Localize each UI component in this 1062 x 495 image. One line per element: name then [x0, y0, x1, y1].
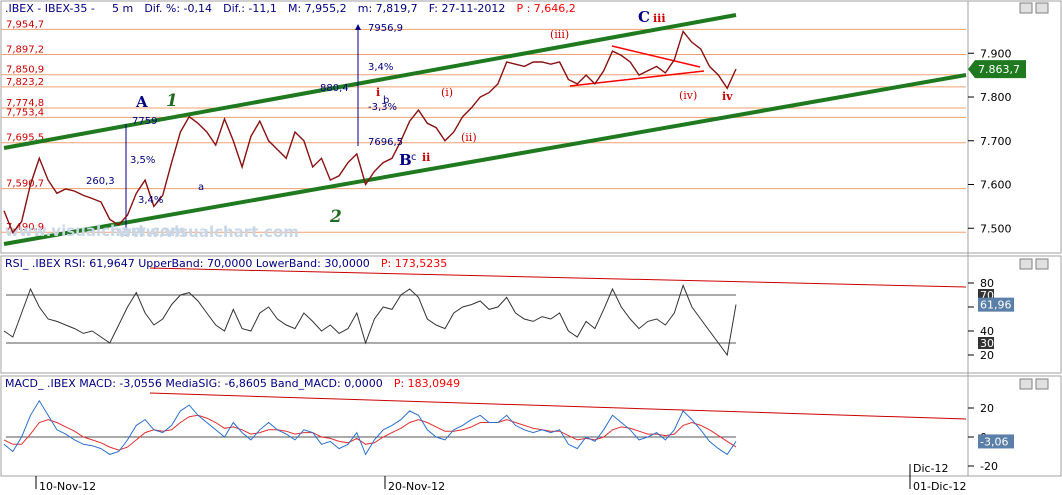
- price-header: .IBEX - IBEX-35 - 5 m Dif. %: -0,14 Dif.…: [5, 0, 576, 16]
- wave-label-C: C: [638, 8, 650, 26]
- measure-arrow-icon: [355, 24, 361, 30]
- macd-y-label: -20: [980, 460, 998, 473]
- svg-text:-3,06: -3,06: [980, 435, 1008, 448]
- rsi-last-tag: 61,96: [978, 297, 1014, 312]
- macd-last-tag: -3,06: [978, 434, 1014, 449]
- price-y-label: 7.600: [980, 179, 1012, 192]
- wave-label-p-i: (i): [441, 86, 453, 99]
- wave-label-2: 2: [329, 207, 342, 227]
- price-series-line: [3, 29, 737, 234]
- rsi-panel-frame: [0, 255, 1062, 374]
- level-label: 7,774,8: [6, 98, 44, 109]
- x-label-1: 10-Nov-12: [39, 480, 96, 493]
- rsi-y-label: 20: [980, 349, 994, 362]
- channel-lower-line: [3, 73, 967, 246]
- wave-label-A: A: [135, 93, 148, 111]
- x-label-3: Dic-12: [913, 462, 949, 475]
- restore-panel-button[interactable]: [1019, 2, 1033, 14]
- macd-close-button[interactable]: [1035, 378, 1049, 390]
- wave-label-p-iv: (iv): [679, 89, 697, 102]
- wave-label-ii: ii: [422, 151, 430, 164]
- wave-label-1: 1: [166, 91, 178, 111]
- triangle-lower-line: [569, 70, 705, 87]
- price-y-axis: 7.900 7.800 7.700 7.600 7.500: [968, 47, 1012, 235]
- x-label-2: 20-Nov-12: [388, 480, 445, 493]
- wave-label-B: B: [399, 151, 412, 169]
- macd-header: MACD_ .IBEX MACD: -3,0556 MediaSIG: -6,8…: [5, 372, 460, 391]
- rsi-lower-tag: 30: [978, 337, 994, 350]
- measure-label-3-4b: 3,4%: [368, 62, 393, 73]
- level-label: 7,897,2: [6, 44, 44, 55]
- level-label: 7,490,9: [6, 222, 44, 233]
- rsi-series-line: [3, 283, 737, 357]
- svg-text:61,96: 61,96: [980, 299, 1012, 312]
- fibonacci-levels: 7,954,7 7,897,2 7,850,97,823,2 7,774,87,753…: [1, 19, 966, 233]
- price-y-label: 7.900: [980, 47, 1012, 60]
- measure-label-7956: 7956,9: [368, 23, 403, 34]
- rsi-y-label: 80: [980, 277, 994, 290]
- macd-signal-line: [3, 414, 737, 451]
- close-panel-button[interactable]: [1035, 2, 1049, 14]
- level-label: 7,954,7: [6, 19, 44, 30]
- price-y-label: 7.500: [980, 222, 1012, 235]
- measure-label-3-4a: 3,4%: [138, 195, 163, 206]
- price-panel-frame: [0, 0, 1062, 254]
- svg-text:7.863,7: 7.863,7: [978, 63, 1020, 76]
- measure-label-260: 260,3: [86, 176, 115, 187]
- measure-label-3-5: 3,5%: [130, 155, 155, 166]
- level-label: 7,850,9: [6, 65, 44, 76]
- rsi-close-button[interactable]: [1035, 258, 1049, 270]
- rsi-trend-line: [149, 267, 967, 288]
- price-y-label: 7.700: [980, 135, 1012, 148]
- level-label: 7,695,5: [6, 133, 44, 144]
- wave-label-b: b: [383, 95, 389, 106]
- x-label-4: 01-Dic-12: [913, 480, 967, 493]
- macd-y-label: 20: [980, 402, 994, 415]
- measure-label-880: 880,4: [320, 83, 349, 94]
- measure-label-3-3: -3,3%: [368, 102, 397, 113]
- macd-restore-button[interactable]: [1019, 378, 1033, 390]
- rsi-y-label: 40: [980, 325, 994, 338]
- triangle-upper-line: [611, 45, 701, 68]
- rsi-bands: [6, 294, 736, 344]
- wave-label-c: c: [411, 152, 417, 163]
- wave-label-a: a: [198, 182, 204, 193]
- rsi-header: RSI_ .IBEX RSI: 61,9647 UpperBand: 70,00…: [5, 252, 447, 271]
- watermark-url: www.visualchart.com: [118, 223, 299, 241]
- level-label: 7,823,2: [6, 77, 44, 88]
- macd-series-line: [3, 399, 737, 456]
- last-price-tag: 7.863,7: [968, 60, 1026, 79]
- macd-trend-line: [149, 392, 967, 420]
- svg-text:30: 30: [980, 337, 994, 350]
- price-y-label: 7.800: [980, 91, 1012, 104]
- wave-label-p-iii: (iii): [550, 28, 569, 41]
- wave-label-iii: iii: [653, 12, 666, 25]
- wave-label-i: i: [376, 86, 380, 99]
- wave-label-p-ii: (ii): [461, 131, 477, 144]
- wave-label-iv: iv: [722, 90, 733, 103]
- rsi-restore-button[interactable]: [1019, 258, 1033, 270]
- level-label: 7,590,7: [6, 179, 44, 190]
- macd-panel-frame: [0, 375, 1062, 477]
- level-label: 7,753,4: [6, 107, 44, 118]
- measure-label-7696: 7696,5: [368, 137, 403, 148]
- measure-label-7759: 7759: [132, 116, 157, 127]
- watermark: www.visualchart.com: [5, 222, 186, 240]
